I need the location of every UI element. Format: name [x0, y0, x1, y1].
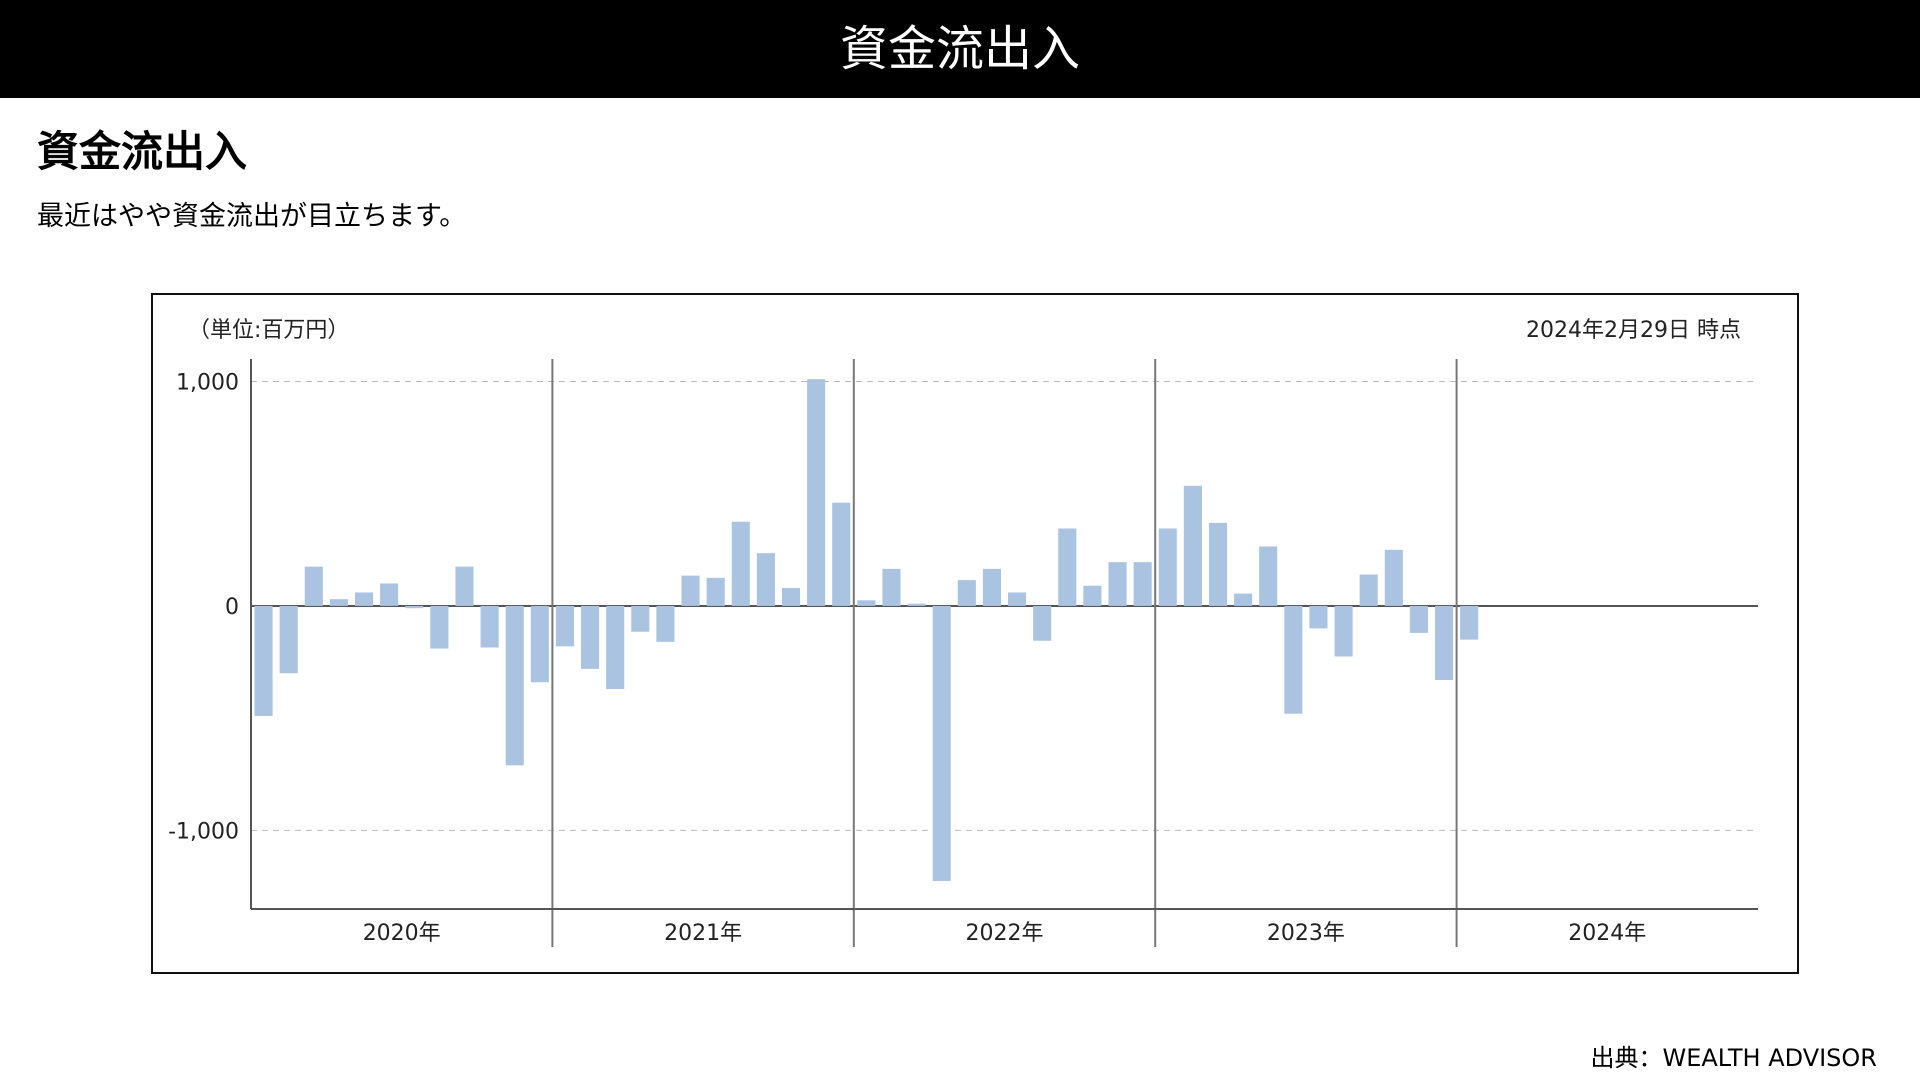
bar — [681, 575, 700, 606]
bar — [455, 566, 474, 606]
bar — [505, 605, 524, 766]
bar — [354, 592, 374, 606]
bar — [1409, 605, 1428, 633]
chart-frame — [151, 293, 1799, 974]
bar — [1133, 562, 1152, 606]
y-tick-label: 0 — [225, 595, 239, 620]
source: 出典：WEALTH ADVISOR — [1590, 1044, 1878, 1072]
x-tick-label: 2024年 — [1568, 921, 1646, 946]
bar — [907, 603, 926, 606]
bar — [581, 605, 600, 669]
bar — [1359, 574, 1378, 606]
bar — [606, 605, 625, 689]
bar — [631, 605, 650, 632]
bar — [530, 605, 549, 683]
x-tick-label: 2023年 — [1267, 921, 1345, 946]
bar — [380, 583, 399, 606]
bar — [254, 605, 273, 716]
bar — [1208, 522, 1228, 606]
as-of-date: 2024年2月29日 時点 — [1526, 318, 1741, 343]
bar — [1083, 585, 1102, 606]
header-title: 資金流出入 — [0, 0, 1920, 98]
y-tick-label: -1,000 — [168, 819, 239, 844]
bar — [982, 568, 1001, 606]
bar — [1108, 562, 1127, 606]
bar — [1309, 605, 1328, 629]
y-tick-label: 1,000 — [176, 370, 239, 395]
bar — [1334, 605, 1353, 657]
bar — [882, 568, 901, 606]
bar — [1158, 528, 1177, 606]
bar — [1033, 605, 1052, 641]
bar — [1284, 605, 1303, 714]
bar — [555, 605, 575, 647]
bar — [329, 599, 348, 606]
bar — [857, 600, 876, 606]
bar — [279, 605, 298, 674]
bar — [304, 566, 323, 606]
x-tick-label: 2020年 — [363, 921, 441, 946]
bar — [957, 580, 976, 606]
subtitle: 最近はやや資金流出が目立ちます。 — [37, 201, 467, 232]
bar — [1183, 485, 1202, 606]
bar — [932, 605, 951, 881]
bar — [430, 605, 449, 649]
heading: 資金流出入 — [37, 127, 248, 176]
x-tick-label: 2022年 — [966, 921, 1044, 946]
bar — [1384, 549, 1403, 606]
bar — [1434, 605, 1454, 681]
bar — [1234, 593, 1253, 606]
bar — [1259, 546, 1278, 606]
bar — [480, 605, 499, 648]
bar — [405, 605, 424, 609]
x-tick-label: 2021年 — [664, 921, 742, 946]
bar — [1460, 605, 1479, 640]
bar — [1058, 528, 1077, 606]
bar — [756, 553, 775, 606]
unit-label: （単位:百万円） — [188, 318, 349, 343]
bar — [807, 379, 826, 606]
bar — [706, 577, 725, 606]
bar — [781, 587, 801, 606]
bar — [832, 502, 851, 606]
bar — [1008, 592, 1027, 606]
bar — [656, 605, 675, 642]
bar — [731, 521, 750, 606]
